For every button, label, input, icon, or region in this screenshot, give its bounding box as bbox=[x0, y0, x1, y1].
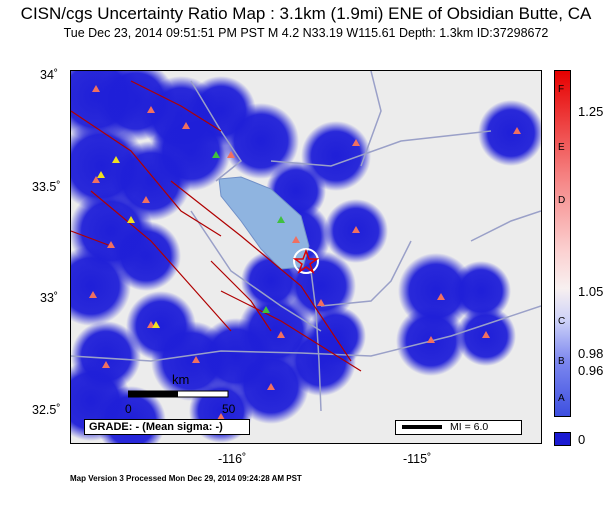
grade-letter-f: F bbox=[558, 84, 565, 95]
grade-letter-b: B bbox=[558, 356, 565, 367]
grade-letter-e: E bbox=[558, 142, 565, 153]
map-version-footer: Map Version 3 Processed Mon Dec 29, 2014… bbox=[70, 474, 302, 483]
lon-tick-116: -116˚ bbox=[218, 452, 247, 466]
lat-tick-33: 33˚ bbox=[40, 291, 59, 305]
grade-letter-a: A bbox=[558, 393, 565, 404]
grade-letter-c: C bbox=[558, 316, 566, 327]
cb-value-0: 0 bbox=[578, 432, 586, 447]
lon-tick-115: -115˚ bbox=[403, 452, 432, 466]
cb-value-1-05: 1.05 bbox=[578, 284, 604, 299]
mi-label: MI = 6.0 bbox=[450, 421, 489, 433]
map-canvas bbox=[71, 71, 541, 443]
scale-unit-label: km bbox=[172, 372, 190, 387]
stations-layer bbox=[89, 85, 521, 420]
map-title: CISN/cgs Uncertainty Ratio Map : 3.1km (… bbox=[20, 4, 592, 23]
grade-letter-d: D bbox=[558, 195, 566, 206]
scale-zero: 0 bbox=[125, 402, 132, 416]
lat-tick-32-5: 32.5˚ bbox=[32, 403, 61, 417]
event-subtitle: Tue Dec 23, 2014 09:51:51 PM PST M 4.2 N… bbox=[63, 26, 549, 40]
colorbar bbox=[554, 70, 571, 417]
faults-layer bbox=[71, 80, 362, 372]
colorbar-zero-swatch bbox=[554, 432, 571, 446]
grade-legend: GRADE: - (Mean sigma: -) bbox=[84, 419, 250, 435]
lat-tick-33-5: 33.5˚ bbox=[32, 180, 61, 194]
uncertainty-map[interactable] bbox=[70, 70, 542, 444]
lat-tick-34: 34˚ bbox=[40, 68, 59, 82]
salton-sea bbox=[218, 176, 310, 270]
scale-bar bbox=[128, 390, 229, 398]
cb-value-1-25: 1.25 bbox=[578, 104, 604, 119]
cb-value-0-98: 0.98 bbox=[578, 346, 604, 361]
roads-layer bbox=[71, 71, 541, 412]
scale-fifty: 50 bbox=[222, 402, 236, 416]
cb-value-0-96: 0.96 bbox=[578, 363, 604, 378]
mi-line-sample bbox=[402, 425, 442, 430]
epicenter-star bbox=[292, 248, 320, 275]
mi-legend: MI = 6.0 bbox=[395, 420, 522, 435]
